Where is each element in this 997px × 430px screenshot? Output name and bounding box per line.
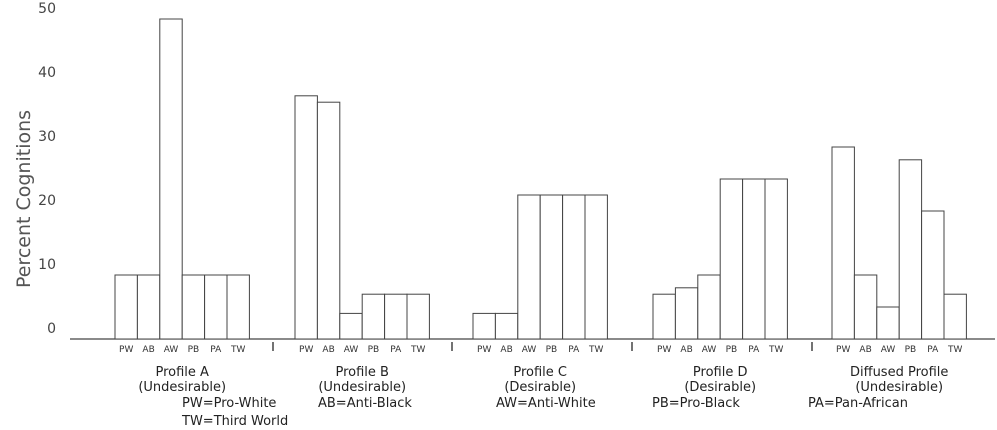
bar <box>406 293 430 340</box>
bar <box>384 293 408 340</box>
bar <box>652 293 676 340</box>
x-tick-label: AW <box>344 345 359 355</box>
legend-aw: AW=Anti-White <box>496 396 596 411</box>
legend-tw: TW=Third World <box>182 414 289 429</box>
legend-ab: AB=Anti-Black <box>318 396 412 411</box>
group-sublabel: (Desirable) <box>504 380 576 395</box>
x-tick-label: AW <box>702 345 717 355</box>
legend-pb: PB=Pro-Black <box>652 396 740 411</box>
group-label: Profile D <box>693 365 748 380</box>
bar <box>226 274 250 340</box>
x-tick-label: AB <box>859 345 871 355</box>
bar <box>472 312 496 340</box>
y-tick-label: 50 <box>38 1 56 17</box>
x-tick-label: AB <box>142 345 154 355</box>
bar <box>943 293 967 340</box>
x-tick-label: PB <box>546 345 558 355</box>
bar <box>114 274 138 340</box>
bar <box>136 274 161 340</box>
x-tick-label: TW <box>947 345 962 355</box>
bar <box>898 159 923 340</box>
bar <box>159 18 183 340</box>
bar <box>517 194 541 340</box>
legend-pw: PW=Pro-White <box>182 396 277 411</box>
y-tick-label: 30 <box>38 129 56 145</box>
bar <box>674 287 699 340</box>
group-label: Profile B <box>335 365 388 380</box>
legend-pa: PA=Pan-African <box>808 396 908 411</box>
group-label: Diffused Profile <box>850 365 948 380</box>
x-tick-label: TW <box>588 345 603 355</box>
y-tick-label: 20 <box>38 193 56 209</box>
y-tick-label: 40 <box>38 65 56 81</box>
x-tick-label: PW <box>119 345 133 355</box>
x-tick-label: PB <box>726 345 738 355</box>
x-tick-label: PA <box>748 345 760 355</box>
x-tick-label: PB <box>188 345 200 355</box>
y-tick-label: 10 <box>38 257 56 273</box>
x-tick-label: TW <box>230 345 245 355</box>
bar <box>494 312 519 340</box>
bar <box>764 178 788 340</box>
x-tick-label: TW <box>768 345 783 355</box>
x-tick-label: AW <box>164 345 179 355</box>
bar <box>539 194 564 340</box>
x-tick-label: PB <box>905 345 917 355</box>
bar <box>294 95 318 340</box>
x-tick-label: AB <box>322 345 334 355</box>
bar <box>339 312 363 340</box>
x-tick-label: PB <box>368 345 380 355</box>
x-tick-label: PA <box>210 345 222 355</box>
x-tick-label: PA <box>390 345 402 355</box>
bar <box>204 274 228 340</box>
bar <box>697 274 721 340</box>
x-tick-label: PW <box>657 345 671 355</box>
group-label: Profile C <box>513 365 567 380</box>
x-tick-label: PW <box>299 345 313 355</box>
bar <box>584 194 608 340</box>
x-tick-label: PA <box>927 345 939 355</box>
bar <box>831 146 855 340</box>
group-sublabel: (Undesirable) <box>855 380 943 395</box>
x-tick-label: AB <box>680 345 692 355</box>
x-tick-label: AW <box>881 345 896 355</box>
bar <box>562 194 586 340</box>
x-tick-label: PA <box>568 345 580 355</box>
x-tick-label: AB <box>500 345 512 355</box>
group-label: Profile A <box>155 365 209 380</box>
x-tick-label: PW <box>477 345 491 355</box>
bar <box>719 178 744 340</box>
x-tick-label: PW <box>836 345 850 355</box>
bar <box>181 274 206 340</box>
bar <box>921 210 945 340</box>
group-sublabel: (Undesirable) <box>318 380 406 395</box>
y-tick-label: 0 <box>47 321 56 337</box>
bar <box>361 293 386 340</box>
bar <box>853 274 878 340</box>
bar <box>876 306 900 340</box>
bar <box>316 101 341 340</box>
group-sublabel: (Desirable) <box>684 380 756 395</box>
bar <box>742 178 766 340</box>
group-sublabel: (Undesirable) <box>138 380 226 395</box>
x-tick-label: AW <box>522 345 537 355</box>
x-tick-label: TW <box>410 345 425 355</box>
y-axis-label: Percent Cognitions <box>13 110 35 288</box>
